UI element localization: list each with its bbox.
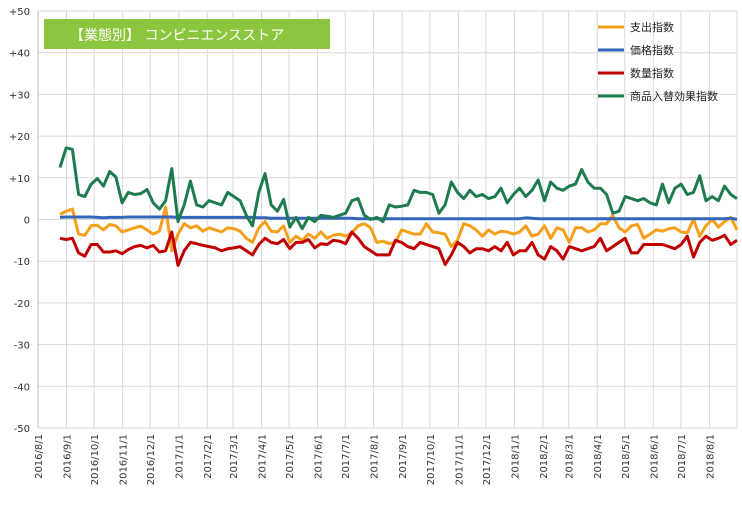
x-tick-label: 2016/10/1 [90,434,101,485]
legend-label-expenditure: 支出指数 [630,20,674,34]
y-tick-label: -20 [14,299,30,310]
x-tick-label: 2017/6/1 [314,434,325,479]
series-line-quantity [59,230,738,267]
y-tick-label: -50 [14,424,30,435]
y-tick-label: +30 [9,90,30,101]
x-tick-label: 2017/7/1 [341,434,352,479]
series-lines [58,146,739,267]
x-tick-label: 2018/2/1 [539,434,550,479]
legend-label-product-replacement: 商品入替効果指数 [630,89,718,103]
y-tick-label: 0 [24,216,30,227]
x-tick-label: 2016/12/1 [146,434,157,485]
series-line-expenditure [59,205,739,253]
x-tick-label: 2017/5/1 [285,434,296,479]
chart-title-box: 【業態別】 コンビニエンスストア [44,19,330,49]
x-axis: 2016/8/1 2016/9/1 2016/10/1 2016/11/1 2016/1… [34,434,716,485]
x-tick-label: 2017/12/1 [482,434,493,485]
y-axis: +50 +40 +30 +20 +10 0 -10 -20 -30 -40 -50 [9,7,39,435]
y-tick-label: +50 [9,7,30,18]
x-tick-label: 2017/11/1 [454,434,465,485]
x-tick-label: 2018/6/1 [649,434,660,479]
x-tick-label: 2017/3/1 [229,434,240,479]
x-tick-label: 2017/1/1 [175,434,186,479]
x-tick-label: 2018/4/1 [593,434,604,479]
chart-title: 【業態別】 コンビニエンスストア [70,28,284,44]
series-line-price [59,215,738,221]
x-tick-label: 2017/9/1 [398,434,409,479]
x-tick-label: 2016/8/1 [34,434,45,479]
x-tick-label: 2018/7/1 [677,434,688,479]
y-tick-label: -40 [14,382,30,393]
x-tick-label: 2017/4/1 [257,434,268,479]
legend-label-quantity: 数量指数 [630,66,674,80]
x-tick-label: 2018/3/1 [565,434,576,479]
x-tick-label: 2017/10/1 [426,434,437,485]
x-tick-label: 2018/1/1 [510,434,521,479]
y-tick-label: +20 [9,132,30,143]
y-tick-label: -30 [14,341,30,352]
series-line-product-replacement [58,146,738,231]
x-tick-label: 2016/11/1 [119,434,130,485]
y-tick-label: -10 [14,257,30,268]
y-tick-label: +40 [9,49,30,60]
x-tick-label: 2018/8/1 [705,434,716,479]
y-tick-label: +10 [9,174,30,185]
x-tick-label: 2017/2/1 [203,434,214,479]
legend-label-price: 価格指数 [630,43,674,57]
x-tick-label: 2017/8/1 [370,434,381,479]
x-tick-label: 2016/9/1 [63,434,74,479]
x-tick-label: 2018/5/1 [621,434,632,479]
chart-title-background [44,19,330,49]
